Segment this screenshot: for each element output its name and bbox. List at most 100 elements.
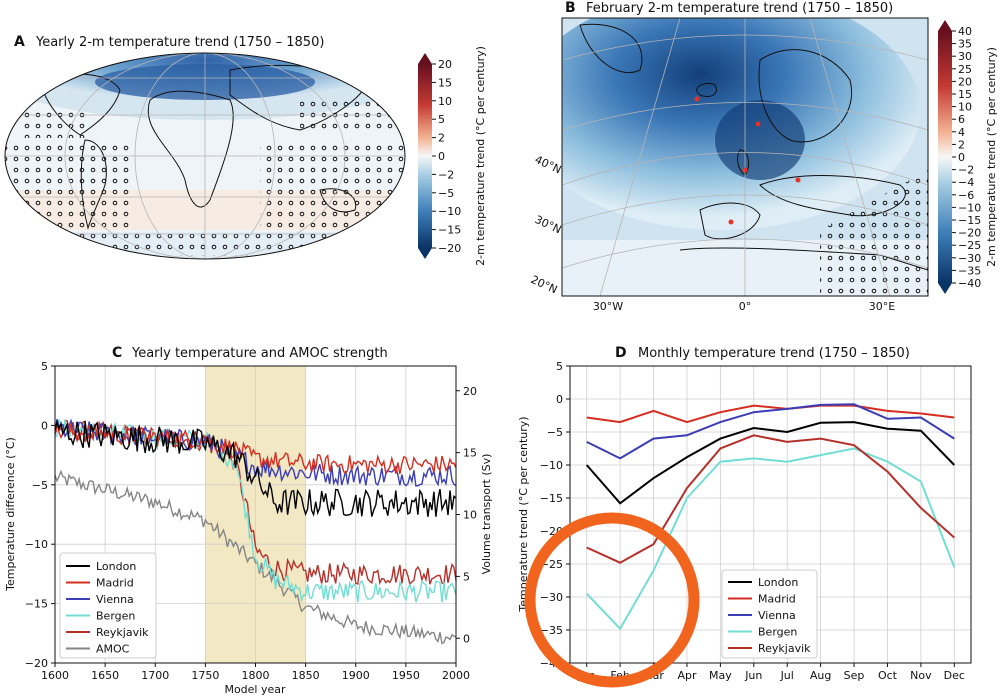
legend-label: Vienna: [96, 593, 134, 606]
x-tick-label: Sep: [844, 669, 865, 682]
x-tick-label: May: [709, 669, 732, 682]
panel-c-title: Yearly temperature and AMOC strength: [131, 346, 388, 361]
lon-label-30e: 30°E: [869, 300, 895, 313]
y-tick-label: 5: [556, 360, 563, 373]
colorbar-tick-label: −20: [438, 242, 461, 255]
legend-label: London: [758, 576, 798, 589]
legend-label: Madrid: [758, 593, 796, 606]
lat-label-20n: 20°N: [529, 273, 560, 297]
series-line-amoc: [54, 469, 457, 645]
series-line-madrid: [586, 404, 955, 424]
colorbar-tick-label: −2: [438, 168, 454, 181]
colorbar-tick-label: −40: [958, 277, 981, 290]
y-tick-label: −20: [25, 657, 48, 670]
colorbar-tick-label: −10: [438, 205, 461, 218]
colorbar-tick-label: 10: [438, 95, 452, 108]
series-line-reykjavik: [586, 434, 955, 564]
series-line-london: [585, 421, 956, 505]
x-tick-label: Dec: [944, 669, 965, 682]
lon-label-30w: 30°W: [593, 300, 623, 313]
colorbar-tick-label: 35: [958, 38, 972, 51]
colorbar-tick-label: 40: [958, 25, 972, 38]
colorbar-tick-label: 15: [958, 88, 972, 101]
colorbar-tick-label: 2: [438, 132, 445, 145]
legend-label: Vienna: [758, 609, 796, 622]
lon-label-0: 0°: [739, 300, 752, 313]
colorbar-tick-label: −10: [958, 201, 981, 214]
colorbar-tick-label: −2: [958, 164, 974, 177]
colorbar-tick-label: −25: [958, 239, 981, 252]
panel-c-y2-label: Volume transport (Sv): [480, 454, 493, 575]
x-tick-label: 1750: [191, 669, 219, 682]
x-tick-label: Oct: [878, 669, 898, 682]
legend-label: London: [96, 560, 136, 573]
panel-c-y2-ticks: 20 15 10 5 0: [456, 385, 477, 645]
colorbar-tick-label: 15: [438, 76, 452, 89]
panel-d-series: [585, 403, 956, 631]
panel-c-y-ticks: 5 0 −5 −10 −15 −20: [25, 360, 55, 670]
y2-tick-label: 0: [463, 632, 470, 645]
colorbar-tick-label: 0: [958, 151, 965, 164]
series-line-london: [54, 419, 457, 517]
panel-b-map: [562, 18, 928, 296]
panel-c-x-ticks: 1600 1650 1700 1750 1800 1850 1900 1950 2000: [41, 663, 470, 682]
y-tick-label: −15: [25, 598, 48, 611]
highlight-circle: [524, 512, 700, 688]
panel-d-legend: London Madrid Vienna Bergen Reykjavik: [721, 569, 818, 659]
panel-c-y-label: Temperature difference (°C): [4, 437, 17, 592]
lat-label-40n: 40°N: [533, 153, 564, 177]
series-line-vienna: [586, 403, 955, 460]
colorbar-tick-label: 4: [958, 126, 965, 139]
colorbar-tick-label: −20: [958, 227, 981, 240]
colorbar-tick-label: 30: [958, 50, 972, 63]
x-tick-label: 1850: [292, 669, 320, 682]
y-tick-label: 5: [41, 360, 48, 373]
y-tick-label: −10: [540, 459, 563, 472]
panel-a-colorbar-label: 2-m temperature trend (°C per century): [474, 46, 487, 266]
panel-b-lon-labels: 30°W 0° 30°E: [593, 300, 895, 313]
y-tick-label: −15: [540, 492, 563, 505]
panel-a-title: Yearly 2-m temperature trend (1750 – 185…: [35, 35, 324, 50]
panel-b-letter: B: [565, 0, 576, 16]
legend-label: Reykjavik: [758, 642, 811, 655]
panel-a: A Yearly 2-m temperature trend (1750 – 1…: [4, 34, 487, 266]
panel-d-y-ticks: 50−5−10−15−20−25−30−35−40: [540, 360, 570, 670]
colorbar-tick-label: 20: [438, 58, 452, 71]
x-tick-label: Jun: [744, 669, 762, 682]
series-line-madrid: [54, 423, 457, 475]
colorbar-tick-label: 25: [958, 63, 972, 76]
x-tick-label: Apr: [677, 669, 697, 682]
x-tick-label: Nov: [910, 669, 932, 682]
panel-a-colorbar: [418, 53, 432, 259]
panel-a-letter: A: [14, 34, 25, 50]
y2-tick-label: 5: [463, 570, 470, 583]
panel-c-legend: London Madrid Vienna Bergen Reykjavik AMOC: [59, 552, 157, 659]
x-tick-label: 1950: [392, 669, 420, 682]
series-line-bergen: [585, 447, 956, 631]
y-tick-label: −5: [32, 479, 48, 492]
colorbar-tick-label: 20: [958, 75, 972, 88]
y-tick-label: −10: [25, 538, 48, 551]
x-tick-label: 1700: [141, 669, 169, 682]
panel-c-letter: C: [112, 345, 122, 361]
colorbar-tick-label: 0: [438, 150, 445, 163]
y-tick-label: 0: [556, 393, 563, 406]
legend-label: Bergen: [758, 626, 797, 639]
panel-a-map: [5, 53, 405, 259]
y-tick-label: −30: [540, 591, 563, 604]
colorbar-tick-label: −15: [438, 224, 461, 237]
x-tick-label: Aug: [810, 669, 831, 682]
panel-d-y-label: Temperature trend (°C per century): [517, 416, 530, 612]
colorbar-tick-label: −6: [958, 189, 974, 202]
legend-label: AMOC: [96, 643, 130, 656]
colorbar-tick-label: 5: [438, 113, 445, 126]
x-tick-label: 1600: [41, 669, 69, 682]
panel-d: D Monthly temperature trend (1750 – 1850…: [517, 345, 972, 688]
x-tick-label: 2000: [442, 669, 470, 682]
panel-b-colorbar-label: 2-m temperature trend (°C per century): [985, 47, 998, 267]
panel-b-title: February 2-m temperature trend (1750 – 1…: [586, 1, 893, 16]
panel-c-series: [54, 418, 457, 645]
y2-tick-label: 20: [463, 385, 477, 398]
